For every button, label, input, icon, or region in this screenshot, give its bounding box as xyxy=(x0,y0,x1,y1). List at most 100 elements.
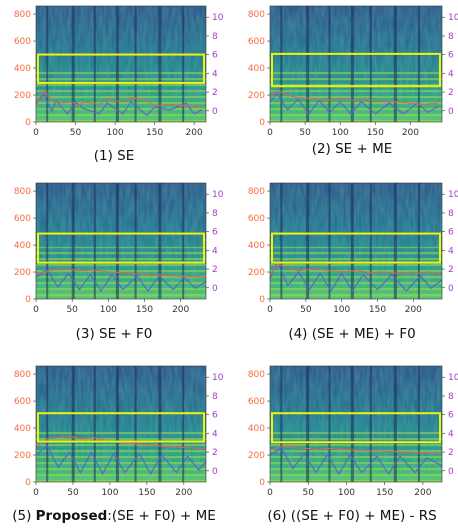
x-tick-label: 100 xyxy=(106,128,123,138)
left-tick-label: 800 xyxy=(248,10,265,20)
left-tick-label: 0 xyxy=(259,478,265,488)
right-tick-label: 8 xyxy=(212,32,218,42)
left-tick-label: 200 xyxy=(248,451,265,461)
highlight-box-1 xyxy=(37,53,205,84)
left-tick-label: 800 xyxy=(14,187,31,197)
right-tick-label: 0 xyxy=(448,467,454,477)
right-tick-label: 0 xyxy=(212,107,218,117)
left-tick-label: 600 xyxy=(248,214,265,224)
left-tick-label: 400 xyxy=(248,64,265,74)
right-tick-label: 8 xyxy=(448,392,454,402)
right-tick-label: 4 xyxy=(448,246,454,256)
panel-caption-5: (5) Proposed:(SE + F0) + ME xyxy=(12,508,216,524)
right-tick-label: 10 xyxy=(212,373,224,383)
left-tick-label: 600 xyxy=(14,397,31,407)
x-tick-label: 150 xyxy=(367,128,384,138)
panel-caption-3: (3) SE + F0 xyxy=(76,326,153,342)
left-tick-label: 400 xyxy=(14,64,31,74)
right-tick-label: 0 xyxy=(212,284,218,294)
right-tick-label: 4 xyxy=(448,429,454,439)
x-tick-label: 100 xyxy=(338,488,355,498)
right-tick-label: 6 xyxy=(212,51,218,61)
left-tick-label: 200 xyxy=(248,268,265,278)
right-tick-label: 8 xyxy=(212,392,218,402)
left-tick-label: 400 xyxy=(248,424,265,434)
highlight-box-3 xyxy=(37,232,205,264)
blue-curve-1 xyxy=(35,94,203,117)
red-curve-3 xyxy=(35,267,207,278)
blue-curve-3 xyxy=(35,268,207,292)
x-tick-label: 200 xyxy=(172,305,189,315)
highlight-box-4 xyxy=(271,232,441,264)
right-tick-label: 4 xyxy=(212,429,218,439)
right-tick-label: 4 xyxy=(212,69,218,79)
red-curve-4 xyxy=(269,263,443,277)
x-tick-label: 0 xyxy=(267,305,273,315)
x-tick-label: 0 xyxy=(33,128,39,138)
right-tick-label: 6 xyxy=(448,51,454,61)
left-tick-label: 200 xyxy=(14,91,31,101)
x-tick-label: 0 xyxy=(267,128,273,138)
highlight-box-5 xyxy=(37,412,205,443)
left-tick-label: 0 xyxy=(259,295,265,305)
left-tick-label: 400 xyxy=(14,424,31,434)
x-tick-label: 200 xyxy=(405,305,422,315)
left-tick-label: 0 xyxy=(25,118,31,128)
right-tick-label: 8 xyxy=(212,209,218,219)
x-tick-label: 200 xyxy=(402,128,419,138)
left-tick-label: 800 xyxy=(14,370,31,380)
x-tick-label: 150 xyxy=(376,488,393,498)
blue-curve-6 xyxy=(269,447,443,475)
left-tick-label: 0 xyxy=(25,478,31,488)
right-tick-label: 4 xyxy=(448,69,454,79)
x-tick-label: 100 xyxy=(100,305,117,315)
highlight-box-6 xyxy=(271,412,441,444)
blue-curve-4 xyxy=(269,259,443,292)
x-tick-label: 50 xyxy=(67,488,79,498)
highlight-box-2 xyxy=(271,52,441,88)
right-tick-label: 0 xyxy=(448,284,454,294)
right-tick-label: 0 xyxy=(212,467,218,477)
left-tick-label: 200 xyxy=(248,91,265,101)
x-tick-label: 150 xyxy=(138,488,155,498)
x-tick-label: 200 xyxy=(175,488,192,498)
right-tick-label: 8 xyxy=(448,209,454,219)
x-tick-label: 50 xyxy=(66,305,78,315)
x-tick-label: 50 xyxy=(299,128,311,138)
panel-caption-2: (2) SE + ME xyxy=(312,141,393,157)
right-tick-label: 2 xyxy=(212,265,218,275)
x-tick-label: 200 xyxy=(186,128,203,138)
right-tick-label: 2 xyxy=(212,448,218,458)
x-tick-label: 150 xyxy=(146,128,163,138)
right-tick-label: 2 xyxy=(448,265,454,275)
red-curve-2 xyxy=(269,90,439,106)
blue-curve-5 xyxy=(35,444,207,476)
panel-caption-6: (6) ((SE + F0) + ME) - RS xyxy=(267,508,436,524)
right-tick-label: 2 xyxy=(448,448,454,458)
right-tick-label: 10 xyxy=(448,13,458,23)
left-tick-label: 600 xyxy=(248,37,265,47)
left-tick-label: 800 xyxy=(14,10,31,20)
x-tick-label: 0 xyxy=(33,488,39,498)
left-tick-label: 600 xyxy=(14,214,31,224)
left-tick-label: 0 xyxy=(259,118,265,128)
x-tick-label: 50 xyxy=(302,488,314,498)
red-curve-1 xyxy=(35,88,203,108)
right-tick-label: 6 xyxy=(212,411,218,421)
right-tick-label: 2 xyxy=(448,88,454,98)
panel-caption-1: (1) SE xyxy=(94,148,135,164)
x-tick-label: 0 xyxy=(267,488,273,498)
right-tick-label: 10 xyxy=(448,373,458,383)
right-tick-label: 6 xyxy=(448,411,454,421)
right-tick-label: 8 xyxy=(448,32,454,42)
right-tick-label: 10 xyxy=(212,13,224,23)
x-tick-label: 100 xyxy=(101,488,118,498)
blue-curve-2 xyxy=(269,92,439,115)
x-tick-label: 150 xyxy=(136,305,153,315)
x-tick-label: 0 xyxy=(33,305,39,315)
right-tick-label: 6 xyxy=(448,228,454,238)
